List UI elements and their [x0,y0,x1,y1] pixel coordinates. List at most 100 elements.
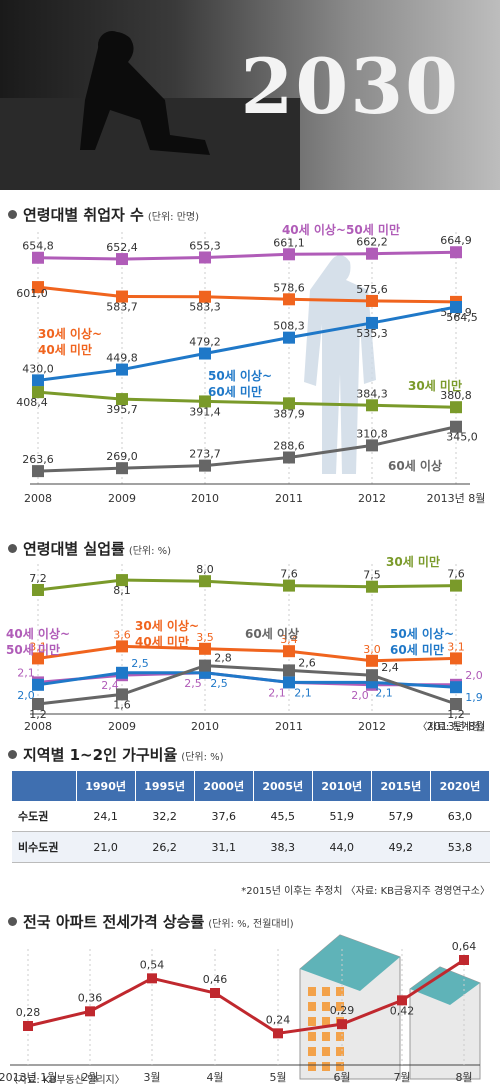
series-line [37,578,457,592]
data-point [85,1006,95,1017]
table-cell: 57,9 [371,801,431,832]
data-label: 391,4 [189,405,221,418]
household-table: 1990년 1995년 2000년 2005년 2010년 2015년 2020년 수도권 2… [12,771,491,863]
series-label: 30세 미만 [386,554,440,569]
data-label: 3,5 [196,631,214,644]
building-roof [410,967,480,1005]
building-window [336,1047,344,1056]
data-label: 7,6 [280,568,298,581]
series-label: 50세 미만 [6,642,60,657]
data-label: 664,9 [440,234,472,247]
data-label: 0,36 [78,991,103,1004]
data-point [32,465,44,478]
data-label: 263,6 [22,453,54,466]
data-label: 2,0 [351,689,369,702]
jeonse-chart: 2013년 1월 2월 3월 4월 5월 6월 7월 8월 0,28 0,36 0,54 0,46 0,… [0,934,481,1084]
employment-section: 연령대별 취업자 수 (단위: 만명) 2008 2009 2010 2011 2012 2… [0,198,500,520]
data-point [283,664,295,677]
data-point [366,439,378,452]
bullet-icon [8,210,17,219]
building-window [308,987,316,996]
building-window [336,987,344,996]
table-cell: 32,2 [135,801,195,832]
data-point [210,988,220,998]
building-window [336,1062,344,1071]
data-point [116,574,128,587]
data-point [397,995,407,1006]
x-tick-label: 2010 [191,492,219,505]
table-header-cell: 2020년 [430,771,491,801]
row-header: 비수도권 [12,831,77,863]
data-point [283,676,295,689]
data-label: 449,8 [106,352,138,365]
data-point [283,331,295,344]
data-point [116,462,128,475]
data-point [116,688,128,701]
x-tick-label: 2월 [81,1071,98,1084]
data-label: 0,24 [266,1013,291,1026]
building-window [336,1032,344,1041]
data-label: 2,0 [17,689,35,702]
series-label: 60세 미만 [208,384,262,399]
data-label: 269,0 [106,450,138,463]
bullet-icon [8,750,17,759]
data-label: 2,0 [465,669,483,682]
data-label: 575,6 [356,283,388,296]
table-cell: 53,8 [430,831,490,863]
data-label: 8,0 [196,563,214,576]
data-point [283,248,295,261]
data-label: 0,54 [140,958,165,971]
data-point [32,678,44,691]
data-point [366,316,378,329]
data-label: 0,64 [452,940,477,953]
data-label: 0,46 [203,973,228,986]
data-point [450,301,462,313]
data-point [459,955,469,965]
building-window [308,1032,316,1041]
data-point [450,246,462,259]
x-tick-label: 2011 [275,492,303,505]
x-tick-label: 8월 [455,1071,472,1084]
data-point [116,290,128,303]
table-cell: 31,1 [194,831,254,863]
data-point [116,666,128,679]
data-point [199,642,211,655]
employment-title: 연령대별 취업자 수 (단위: 만명) [8,204,199,225]
table-cell: 49,2 [371,831,431,863]
data-point [450,698,462,710]
data-point [283,293,295,306]
x-tick-label: 3월 [143,1071,160,1084]
data-point [32,652,44,665]
data-point [337,1019,347,1030]
series-line [27,958,465,1035]
data-label: 0,28 [16,1006,41,1019]
series-line [37,644,457,663]
data-label: 3,6 [113,628,131,641]
building-window [322,1032,330,1041]
x-tick-label: 2008 [24,492,52,505]
series-label: 40세 미만 [135,634,189,649]
table-header-cell: 2000년 [194,771,254,801]
data-label: 3,0 [363,643,381,656]
data-point [450,681,462,694]
data-point [116,363,128,376]
table-cell: 37,6 [194,801,254,832]
data-point [199,251,211,264]
jeonse-section: 전국 아파트 전세가격 상승률 (단위: %, 전월대비) 2013년 1월 2월 3… [0,905,500,1090]
x-tick-label: 2013년 8월 [427,720,486,733]
series-line [37,390,457,409]
series-label: 30세 이상~ [135,618,199,633]
data-point [32,584,44,596]
data-label: 408,4 [16,396,48,409]
table-cell: 44,0 [312,831,372,863]
data-label: 2,6 [298,656,316,669]
data-point [199,659,211,672]
data-label: 430,0 [22,362,54,375]
data-point [199,575,211,588]
x-tick-label: 5월 [269,1071,286,1084]
row-header: 수도권 [12,801,77,832]
unemployment-source: 〈자료: 통계청〉 [417,722,490,733]
data-label: 7,5 [363,569,381,582]
data-label: 384,3 [356,387,388,400]
data-label: 345,0 [446,431,478,444]
